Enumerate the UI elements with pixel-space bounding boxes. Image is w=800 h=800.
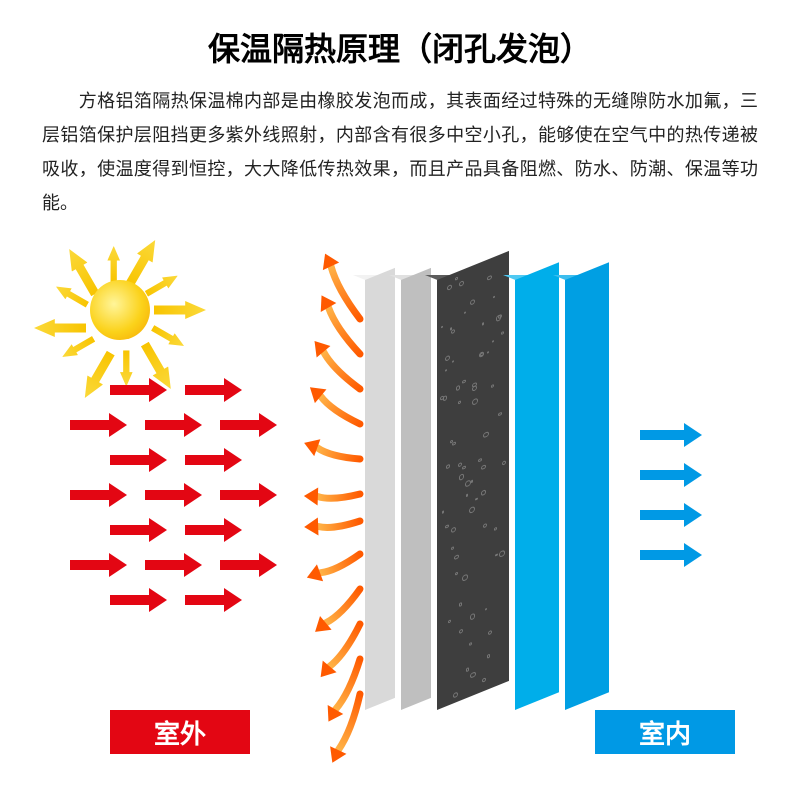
arrow-icon bbox=[110, 518, 165, 542]
arrow-icon bbox=[185, 518, 240, 542]
deflect-arrow-icon bbox=[302, 431, 363, 468]
sun-icon bbox=[50, 240, 190, 380]
panel-foam-core bbox=[437, 251, 509, 710]
arrow-icon bbox=[640, 423, 700, 447]
insulation-panels bbox=[365, 280, 625, 710]
label-outdoor: 室外 bbox=[110, 710, 250, 754]
deflect-arrow-icon bbox=[302, 546, 363, 583]
arrow-icon bbox=[70, 413, 125, 437]
panel-barrier-inner bbox=[565, 262, 609, 710]
page-title: 保温隔热原理（闭孔发泡） bbox=[0, 0, 800, 70]
arrow-icon bbox=[110, 588, 165, 612]
arrow-icon bbox=[185, 378, 240, 402]
description-text: 方格铝箔隔热保温棉内部是由橡胶发泡而成，其表面经过特殊的无缝隙防水加氟，三层铝箔… bbox=[0, 70, 800, 220]
deflect-arrow-icon bbox=[304, 512, 361, 532]
panel-barrier-outer bbox=[515, 262, 559, 710]
arrow-icon bbox=[185, 588, 240, 612]
arrow-icon bbox=[640, 503, 700, 527]
deflect-arrow-icon bbox=[304, 483, 361, 503]
arrow-icon bbox=[220, 553, 275, 577]
arrow-icon bbox=[145, 413, 200, 437]
arrow-icon bbox=[145, 483, 200, 507]
label-indoor: 室内 bbox=[595, 710, 735, 754]
arrow-icon bbox=[70, 483, 125, 507]
arrow-icon bbox=[220, 413, 275, 437]
arrow-icon bbox=[640, 543, 700, 567]
arrow-icon bbox=[220, 483, 275, 507]
arrow-icon bbox=[145, 553, 200, 577]
panel-foil-mid bbox=[401, 268, 431, 710]
arrow-icon bbox=[110, 378, 165, 402]
arrow-icon bbox=[185, 448, 240, 472]
panel-foil-outer bbox=[365, 268, 395, 710]
insulation-diagram: 室外 室内 bbox=[0, 250, 800, 800]
arrow-icon bbox=[110, 448, 165, 472]
arrow-icon bbox=[640, 463, 700, 487]
arrow-icon bbox=[70, 553, 125, 577]
